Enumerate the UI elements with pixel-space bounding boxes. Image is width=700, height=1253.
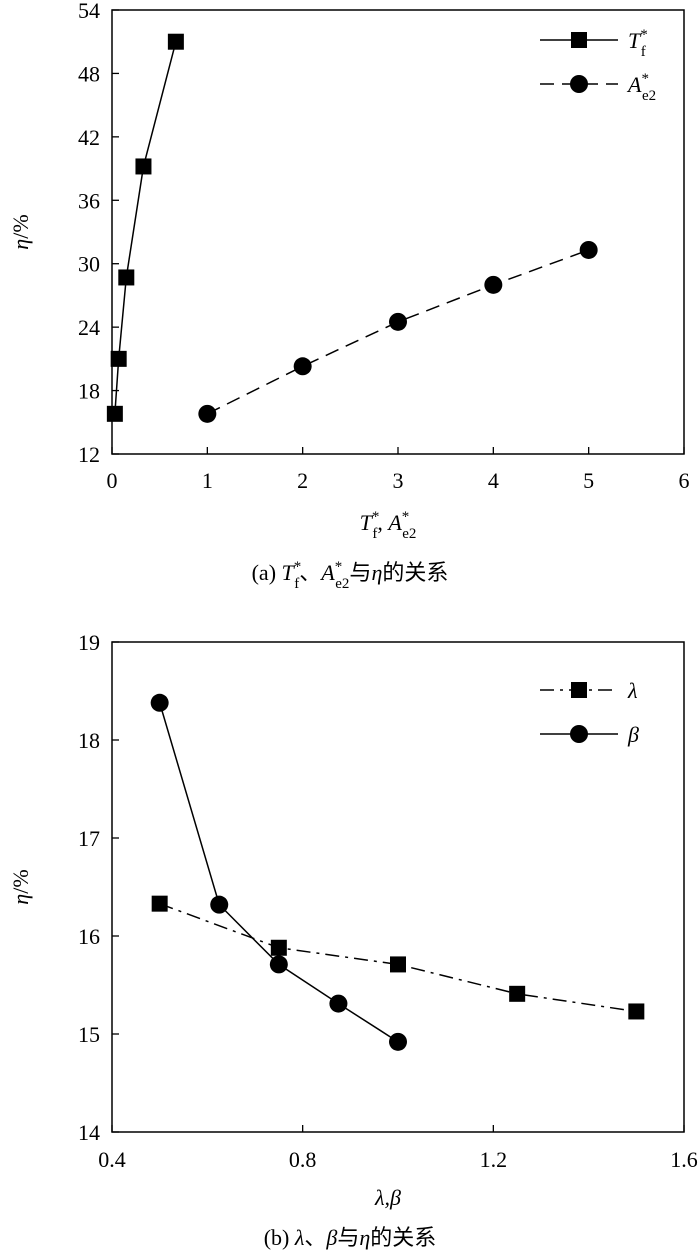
data-point-square [628,1003,645,1020]
data-point-square [390,956,406,973]
x-tick-label: 1 [202,468,213,493]
plot-frame [111,9,685,455]
y-tick-label: 18 [78,379,100,404]
y-axis-label: η/% [8,214,33,249]
x-axis-label: λ,β [374,1185,401,1210]
data-point-square [270,939,287,956]
data-point-circle [293,357,312,376]
y-tick-label: 16 [78,924,100,949]
legend-marker-circle [570,725,588,743]
data-point-circle [579,240,598,259]
data-point-circle [269,955,288,974]
figure-caption: (a) T*f​、A*e2​与η的关系 [252,559,449,592]
series-line-1 [158,702,399,1043]
plot-frame [111,641,685,1133]
data-point-circle [484,275,503,294]
x-tick-label: 5 [583,468,594,493]
y-tick-label: 12 [78,442,100,467]
data-point-square [110,350,127,367]
data-point-circle [329,994,348,1013]
legend-label: A*e2​ [626,71,656,104]
y-tick-label: 18 [78,728,100,753]
x-tick-label: 0.8 [289,1147,317,1172]
y-axis-label: η/% [8,869,33,904]
data-point-circle [389,1032,407,1051]
chart-panel-b: 0.4 0.8 1.2 1.6 14 15 16 17 18 19 η/% λ,β (b) λ、β与η的… [8,630,698,1250]
data-point-circle [389,312,407,331]
data-point-square [106,405,123,422]
data-point-square [135,158,152,175]
data-point-square [167,33,184,50]
data-point-square [151,895,168,912]
data-point-circle [198,404,217,423]
series-line-1 [206,249,589,415]
data-point-square [509,985,526,1002]
y-tick-label: 30 [78,252,100,277]
y-tick-label: 42 [78,125,100,150]
x-tick-label: 0 [107,468,118,493]
y-tick-label: 36 [78,188,100,213]
x-axis-label: T*f​, A*e2​ [360,509,417,542]
legend-marker-circle [570,75,588,93]
data-point-square [118,269,135,286]
x-tick-label: 1.6 [670,1147,698,1172]
x-tick-label: 4 [488,468,499,493]
legend-label: β [627,722,639,747]
y-tick-label: 19 [78,630,100,655]
x-tick-label: 6 [679,468,690,493]
data-point-circle [210,895,229,914]
y-tick-label: 24 [78,315,100,340]
legend-marker-square [571,32,587,48]
x-tick-label: 2 [297,468,308,493]
data-point-circle [150,693,169,712]
y-tick-label: 15 [78,1022,100,1047]
y-tick-label: 17 [78,826,100,851]
x-tick-label: 3 [393,468,404,493]
y-tick-label: 48 [78,61,100,86]
y-tick-label: 14 [78,1120,100,1145]
x-tick-label: 0.4 [98,1147,126,1172]
legend-marker-square [571,682,587,698]
y-tick-label: 54 [78,0,100,23]
legend-label: λ [627,678,638,703]
legend-label: T*f​ [628,27,648,60]
series-line-0 [159,902,637,1013]
x-tick-label: 1.2 [480,1147,508,1172]
figure-caption: (b) λ、β与η的关系 [264,1225,437,1250]
